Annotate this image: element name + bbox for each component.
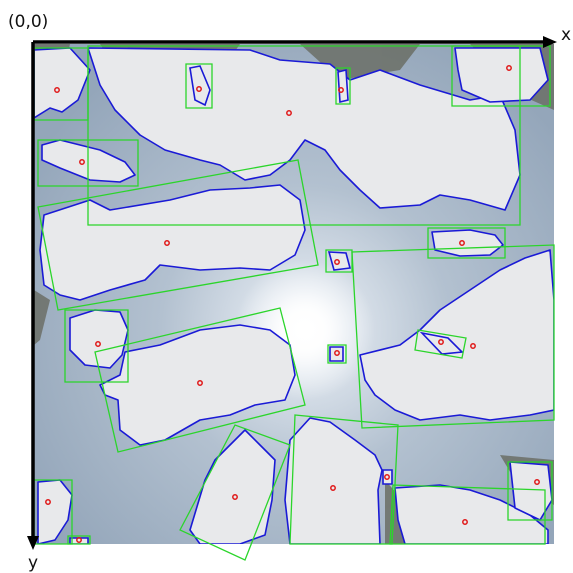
bbox-bottom-center-left [179,424,291,561]
y-axis-arrow [27,536,39,550]
blob-4 [329,346,344,362]
centroid-8 [459,240,465,246]
cloud-top-left [34,47,91,119]
centroid-3 [286,110,292,116]
bbox-blob-2 [335,67,351,105]
sky-image [34,44,554,544]
centroid-1 [54,87,60,93]
cloud-far-right-bottom [509,461,553,521]
bbox-blob-4 [327,344,347,364]
centroid-10 [95,341,101,347]
bbox-blob-1 [185,63,213,109]
centroid-6 [79,159,85,165]
axes [31,40,546,540]
cloud-bottom-center-left [189,429,276,544]
x-axis-arrow [543,36,557,48]
bbox-blob-7 [67,535,91,545]
bbox-blob-5 [414,329,467,359]
centroid-15 [232,494,238,500]
bbox-left-large [37,159,319,311]
bbox-top-right [451,45,551,107]
bbox-right-large [351,244,555,429]
cloud-right-large [359,249,554,421]
centroid-9 [334,259,340,265]
bbox-far-right-bottom [507,461,553,521]
bbox-center-left [94,307,306,453]
y-axis-label: y [28,553,39,573]
centroid-7 [164,240,170,246]
cloud-small-left-mid [69,309,129,369]
centroid-17 [384,474,390,480]
centroid-5 [506,65,512,71]
bbox-small-left-mid [64,309,129,383]
blob-6 [382,469,393,485]
centroid-16 [330,485,336,491]
centroid-20 [45,499,51,505]
bbox-top-center [87,45,521,226]
blob-2 [337,68,349,104]
centroid-4 [338,87,344,93]
blob-7 [69,537,89,544]
centroid-19 [534,479,540,485]
blob-1 [189,65,211,107]
cloud-left-large [39,184,306,301]
cloud-bottom-center [284,417,383,544]
centroid-2 [196,86,202,92]
centroid-13 [470,343,476,349]
bbox-left-small [37,139,139,187]
bbox-right-elongated [427,227,506,259]
centroids [45,65,540,543]
centroid-18 [462,519,468,525]
centroid-14 [197,380,203,386]
bbox-bottom-right [389,484,546,545]
bbox-blob-3 [325,249,353,273]
x-axis-label: x [561,25,572,45]
cloud-top-right [454,47,549,103]
origin-label: (0,0) [8,12,49,32]
centroid-11 [334,350,340,356]
centroid-21 [76,537,82,543]
cloud-right-elongated [431,229,504,257]
centroid-12 [438,339,444,345]
